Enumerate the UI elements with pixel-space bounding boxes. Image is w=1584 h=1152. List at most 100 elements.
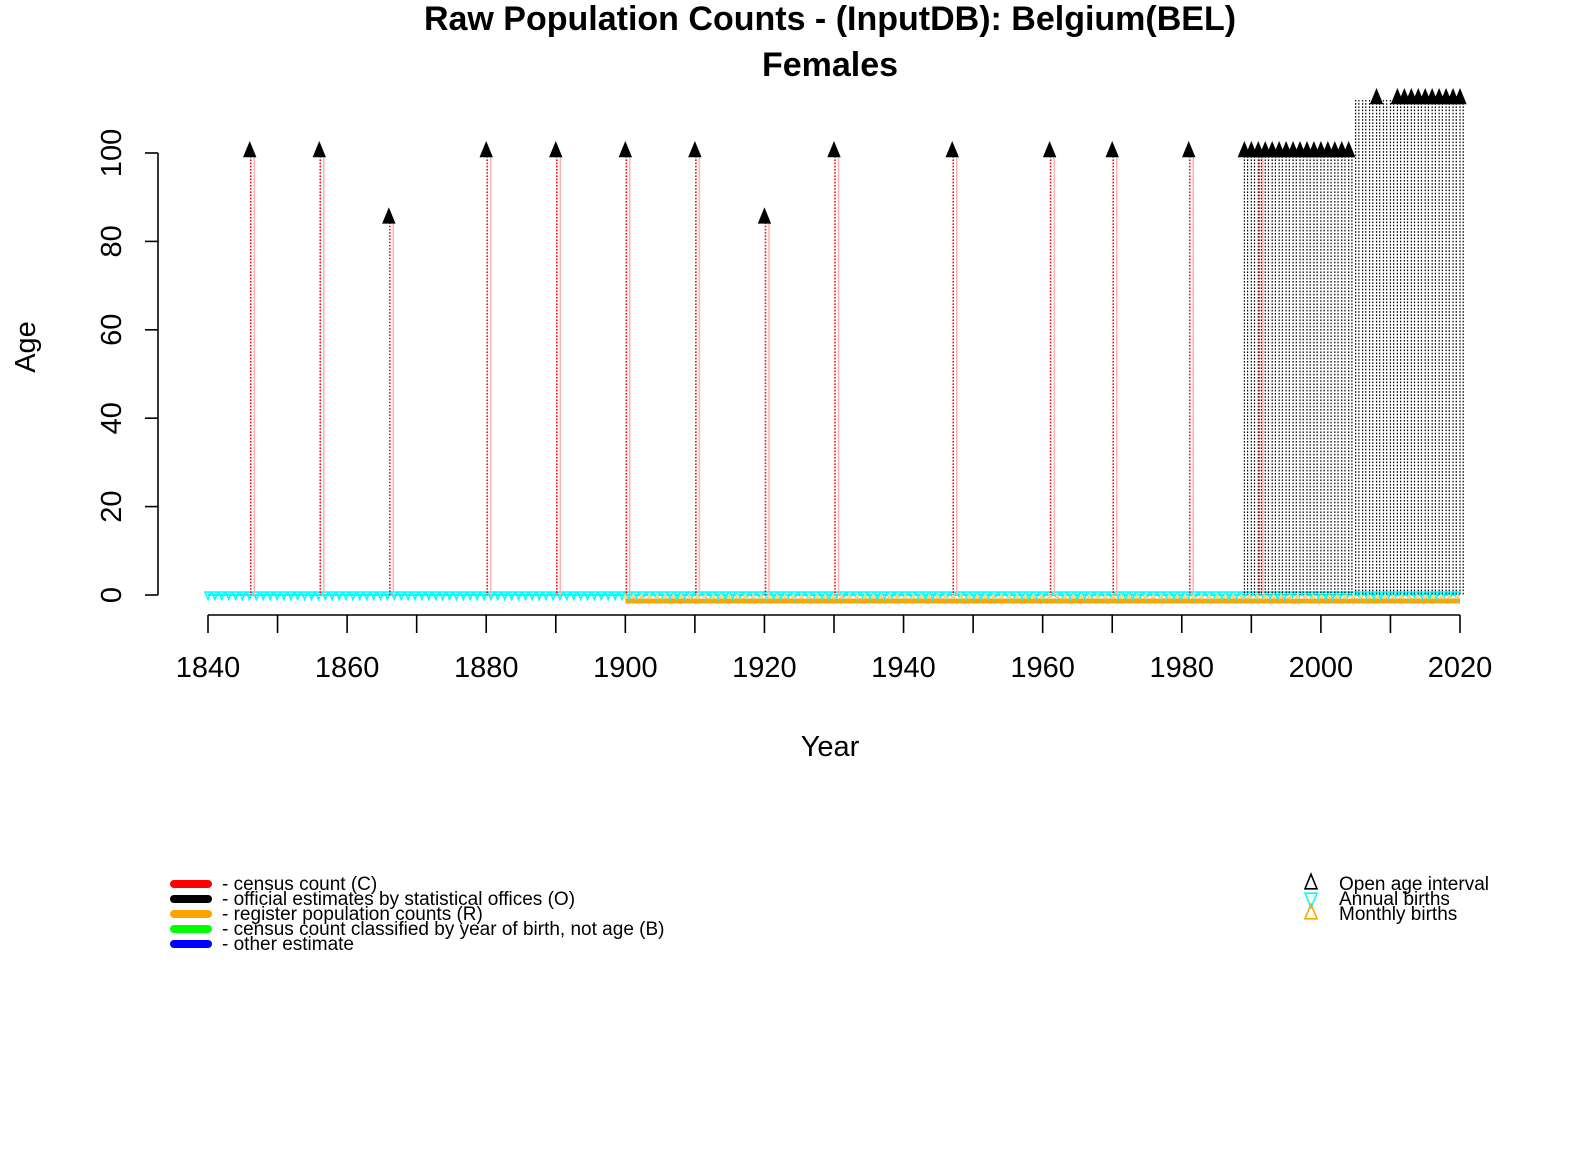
monthly-birth-point bbox=[1102, 592, 1109, 599]
annual-birth-point bbox=[279, 591, 289, 602]
monthly-birth-point bbox=[718, 592, 725, 599]
annual-birth-point bbox=[583, 591, 592, 602]
open-age-marker-census bbox=[688, 140, 702, 158]
annual-birth-point bbox=[521, 591, 530, 602]
annual-birth-point bbox=[1149, 591, 1158, 602]
official-series bbox=[1243, 99, 1464, 595]
annual-birth-point bbox=[624, 591, 634, 602]
annual-birth-point bbox=[259, 591, 268, 602]
annual-birth-point bbox=[1176, 591, 1186, 602]
monthly-birth-point bbox=[1366, 592, 1373, 599]
annual-birth-point bbox=[1018, 591, 1027, 602]
plot-area bbox=[203, 87, 1467, 604]
annual-birth-point bbox=[1024, 591, 1034, 602]
annual-birth-point bbox=[514, 591, 523, 602]
monthly-birth-point bbox=[1206, 592, 1213, 599]
x-tick-label: 1940 bbox=[871, 652, 936, 684]
monthly-birth-point bbox=[1302, 592, 1309, 599]
x-axis-label: Year bbox=[801, 731, 860, 763]
monthly-birth-point bbox=[1038, 592, 1045, 599]
annual-birth-point bbox=[604, 591, 613, 602]
monthly-birth-point bbox=[1086, 592, 1093, 599]
annual-birth-point bbox=[438, 591, 447, 602]
open-age-marker-census bbox=[618, 140, 633, 158]
monthly-birth-point bbox=[1446, 592, 1453, 599]
legend-label: - census count (C) bbox=[222, 874, 377, 895]
monthly-birth-point bbox=[1174, 592, 1181, 599]
census-series bbox=[249, 153, 1264, 595]
monthly-birth-point bbox=[646, 592, 653, 599]
monthly-birth-point bbox=[1022, 592, 1029, 599]
monthly-birth-point bbox=[854, 592, 861, 599]
annual-birth-point bbox=[1073, 591, 1082, 602]
annual-birth-point bbox=[210, 591, 220, 602]
monthly-birth-point bbox=[1254, 592, 1261, 599]
x-tick-label: 1920 bbox=[732, 652, 797, 684]
monthly-birth-point bbox=[814, 592, 821, 599]
monthly-birth-point bbox=[726, 592, 733, 599]
monthly-birth-point bbox=[1158, 592, 1165, 599]
annual-birth-point bbox=[348, 591, 358, 602]
annual-birth-point bbox=[376, 591, 385, 602]
monthly-birth-point bbox=[686, 592, 693, 599]
monthly-birth-point bbox=[1262, 592, 1269, 599]
annual-birth-point bbox=[976, 591, 985, 602]
annual-birth-point bbox=[928, 591, 937, 602]
open-age-marker-census bbox=[382, 207, 396, 224]
x-tick-label: 2020 bbox=[1428, 652, 1493, 684]
annual-birth-point bbox=[776, 591, 785, 602]
annual-birth-point bbox=[231, 591, 240, 602]
monthly-birth-point bbox=[670, 592, 677, 599]
annual-birth-point bbox=[252, 591, 261, 602]
annual-birth-point bbox=[341, 591, 351, 602]
y-tick-label: 20 bbox=[96, 490, 128, 522]
annual-birth-point bbox=[673, 591, 682, 602]
monthly-birth-point bbox=[766, 592, 773, 599]
open-age-marker-official bbox=[1342, 140, 1356, 158]
annual-birth-point bbox=[1321, 591, 1330, 602]
legend-label: - register population counts (R) bbox=[222, 904, 483, 925]
annual-birth-point bbox=[238, 591, 247, 602]
annual-birth-point bbox=[1225, 591, 1234, 602]
annual-birth-point bbox=[1376, 591, 1386, 602]
open-age-marker-census bbox=[1105, 140, 1119, 158]
legend-symbol bbox=[1303, 872, 1319, 890]
monthly-birth-point bbox=[1054, 592, 1061, 599]
monthly-birth-point bbox=[846, 592, 853, 599]
legend-symbol bbox=[1303, 902, 1319, 920]
legend: - census count (C)- official estimates b… bbox=[170, 872, 1489, 955]
annual-birth-point bbox=[265, 591, 275, 602]
monthly-birth-point bbox=[1342, 592, 1349, 599]
annual-birth-point bbox=[431, 591, 440, 602]
annual-birth-point bbox=[334, 591, 344, 602]
monthly-birth-point bbox=[694, 592, 701, 599]
monthly-birth-point bbox=[1014, 592, 1021, 599]
annual-birth-point bbox=[390, 591, 399, 602]
monthly-birth-point bbox=[878, 592, 885, 599]
annual-birth-point bbox=[300, 591, 309, 602]
open-age-marker-official bbox=[1369, 87, 1384, 105]
monthly-birth-point bbox=[862, 592, 869, 599]
monthly-birth-point bbox=[758, 592, 765, 599]
legend-label: - other estimate bbox=[222, 934, 354, 955]
monthly-birth-point bbox=[622, 592, 629, 599]
monthly-birth-point bbox=[1198, 592, 1205, 599]
open-age-marker-census bbox=[945, 140, 959, 158]
monthly-birth-point bbox=[662, 592, 669, 599]
monthly-birth-point bbox=[1166, 592, 1173, 599]
monthly-birth-point bbox=[1286, 592, 1293, 599]
monthly-birth-point bbox=[1374, 592, 1381, 599]
annual-birth-point bbox=[1080, 591, 1089, 602]
annual-birth-point bbox=[328, 591, 337, 602]
annual-birth-point bbox=[479, 591, 489, 602]
monthly-birth-point bbox=[966, 592, 973, 599]
annual-birth-point bbox=[873, 591, 882, 602]
monthly-birth-point bbox=[1350, 592, 1357, 599]
monthly-birth-point bbox=[1126, 592, 1133, 599]
annual-birth-point bbox=[617, 591, 627, 602]
legend-label: Monthly births bbox=[1339, 904, 1457, 925]
annual-birth-point bbox=[507, 591, 516, 602]
annual-birth-point bbox=[1218, 591, 1227, 602]
annual-birth-point bbox=[293, 591, 302, 602]
